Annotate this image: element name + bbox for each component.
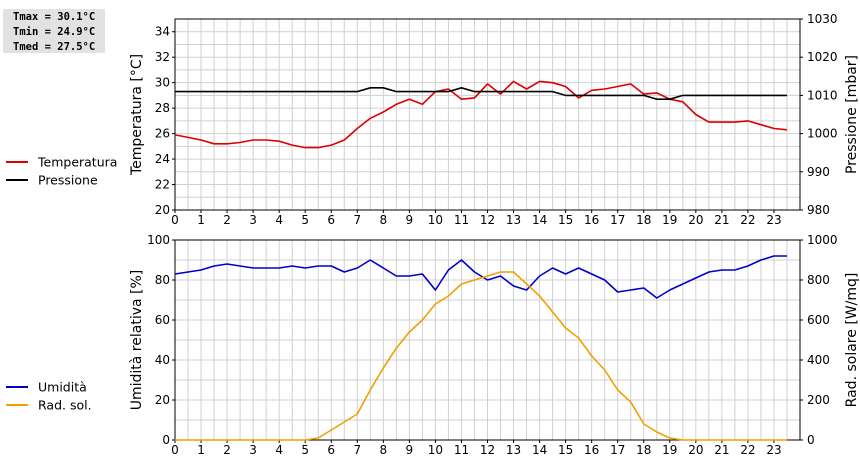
x-tick-label: 15 <box>558 443 573 457</box>
y-left-tick-label: 28 <box>155 101 170 115</box>
x-tick-label: 12 <box>480 213 495 227</box>
x-tick-label: 2 <box>223 213 231 227</box>
x-tick-label: 19 <box>662 443 677 457</box>
y-right-tick-label: 980 <box>807 203 830 217</box>
x-tick-label: 2 <box>223 443 231 457</box>
x-tick-label: 19 <box>662 213 677 227</box>
x-tick-label: 7 <box>353 443 361 457</box>
y-left-tick-label: 100 <box>147 233 170 247</box>
x-tick-label: 1 <box>197 213 205 227</box>
x-tick-label: 5 <box>301 443 309 457</box>
y-right-tick-label: 1000 <box>807 233 838 247</box>
x-tick-label: 14 <box>532 213 547 227</box>
y-right-tick-label: 600 <box>807 313 830 327</box>
x-tick-label: 13 <box>506 443 521 457</box>
y-left-tick-label: 20 <box>155 203 170 217</box>
x-tick-label: 9 <box>406 443 414 457</box>
x-tick-label: 11 <box>454 443 469 457</box>
series-line-umidit <box>174 255 787 299</box>
y-right-tick-label: 200 <box>807 393 830 407</box>
y-left-tick-label: 30 <box>155 76 170 90</box>
x-tick-label: 18 <box>636 213 651 227</box>
y-right-tick-label: 1010 <box>807 88 838 102</box>
x-tick-label: 4 <box>275 213 283 227</box>
x-tick-label: 21 <box>714 443 729 457</box>
y-left-tick-label: 20 <box>155 393 170 407</box>
y-right-tick-label: 1030 <box>807 12 838 26</box>
x-tick-label: 6 <box>327 213 335 227</box>
x-tick-label: 0 <box>171 443 179 457</box>
x-tick-label: 6 <box>327 443 335 457</box>
y-left-axis-title: Umidità relativa [%] <box>129 270 145 411</box>
x-tick-label: 21 <box>714 213 729 227</box>
x-tick-label: 10 <box>428 213 443 227</box>
legend-label: Rad. sol. <box>38 398 92 413</box>
series-line-rad-sol <box>175 271 787 441</box>
x-tick-label: 8 <box>380 443 388 457</box>
temp-chart: 0 1 2 3 4 5 6 7 8 9 10 11 12 13 14 15 16 17 18 19 20 21 22 2320… <box>6 12 860 227</box>
stat-tmin: Tmin = 24.9°C <box>13 26 96 38</box>
y-right-axis-title: Pressione [mbar] <box>844 55 860 174</box>
humidity-chart: 0 1 2 3 4 5 6 7 8 9 10 11 12 13 14 15 16 17 18 19 20 21 22 2302… <box>6 233 860 457</box>
y-right-tick-label: 990 <box>807 165 830 179</box>
x-tick-label: 23 <box>766 443 781 457</box>
y-left-tick-label: 0 <box>162 433 170 447</box>
stats-box: Tmax = 30.1°C Tmin = 24.9°C Tmed = 27.5°… <box>3 9 105 53</box>
stat-tmax: Tmax = 30.1°C <box>13 11 96 23</box>
y-left-tick-label: 26 <box>155 127 170 141</box>
y-right-tick-label: 1020 <box>807 50 838 64</box>
legend-label: Umidità <box>38 380 87 395</box>
x-tick-label: 14 <box>532 443 547 457</box>
legend-label: Temperatura <box>37 155 117 170</box>
legend-label: Pressione <box>38 173 98 188</box>
y-left-tick-label: 80 <box>155 273 170 287</box>
x-tick-label: 15 <box>558 213 573 227</box>
x-tick-label: 3 <box>249 443 257 457</box>
y-right-axis-title: Rad. solare [W/mq] <box>844 273 860 408</box>
y-right-tick-label: 800 <box>807 273 830 287</box>
x-tick-label: 17 <box>610 213 625 227</box>
x-tick-label: 22 <box>740 213 755 227</box>
x-tick-label: 13 <box>506 213 521 227</box>
x-tick-label: 8 <box>380 213 388 227</box>
x-tick-label: 0 <box>171 213 179 227</box>
x-tick-label: 4 <box>275 443 283 457</box>
x-tick-label: 16 <box>584 213 599 227</box>
x-tick-label: 22 <box>740 443 755 457</box>
y-left-tick-label: 22 <box>155 178 170 192</box>
y-left-tick-label: 32 <box>155 50 170 64</box>
x-tick-label: 7 <box>353 213 361 227</box>
x-tick-label: 5 <box>301 213 309 227</box>
y-left-tick-label: 60 <box>155 313 170 327</box>
x-tick-label: 20 <box>688 213 703 227</box>
series-line-pressione <box>175 87 787 100</box>
x-tick-label: 10 <box>428 443 443 457</box>
x-tick-label: 20 <box>688 443 703 457</box>
x-tick-label: 18 <box>636 443 651 457</box>
x-tick-label: 23 <box>766 213 781 227</box>
x-tick-label: 1 <box>197 443 205 457</box>
x-tick-label: 11 <box>454 213 469 227</box>
y-right-tick-label: 0 <box>807 433 815 447</box>
y-left-tick-label: 34 <box>155 25 170 39</box>
y-left-axis-title: Temperatura [°C] <box>129 54 145 176</box>
y-right-tick-label: 400 <box>807 353 830 367</box>
y-right-tick-label: 1000 <box>807 127 838 141</box>
x-tick-label: 17 <box>610 443 625 457</box>
y-left-tick-label: 24 <box>155 152 170 166</box>
y-left-tick-label: 40 <box>155 353 170 367</box>
x-tick-label: 16 <box>584 443 599 457</box>
x-tick-label: 3 <box>249 213 257 227</box>
x-tick-label: 12 <box>480 443 495 457</box>
x-tick-label: 9 <box>406 213 414 227</box>
stat-tmed: Tmed = 27.5°C <box>13 41 96 53</box>
